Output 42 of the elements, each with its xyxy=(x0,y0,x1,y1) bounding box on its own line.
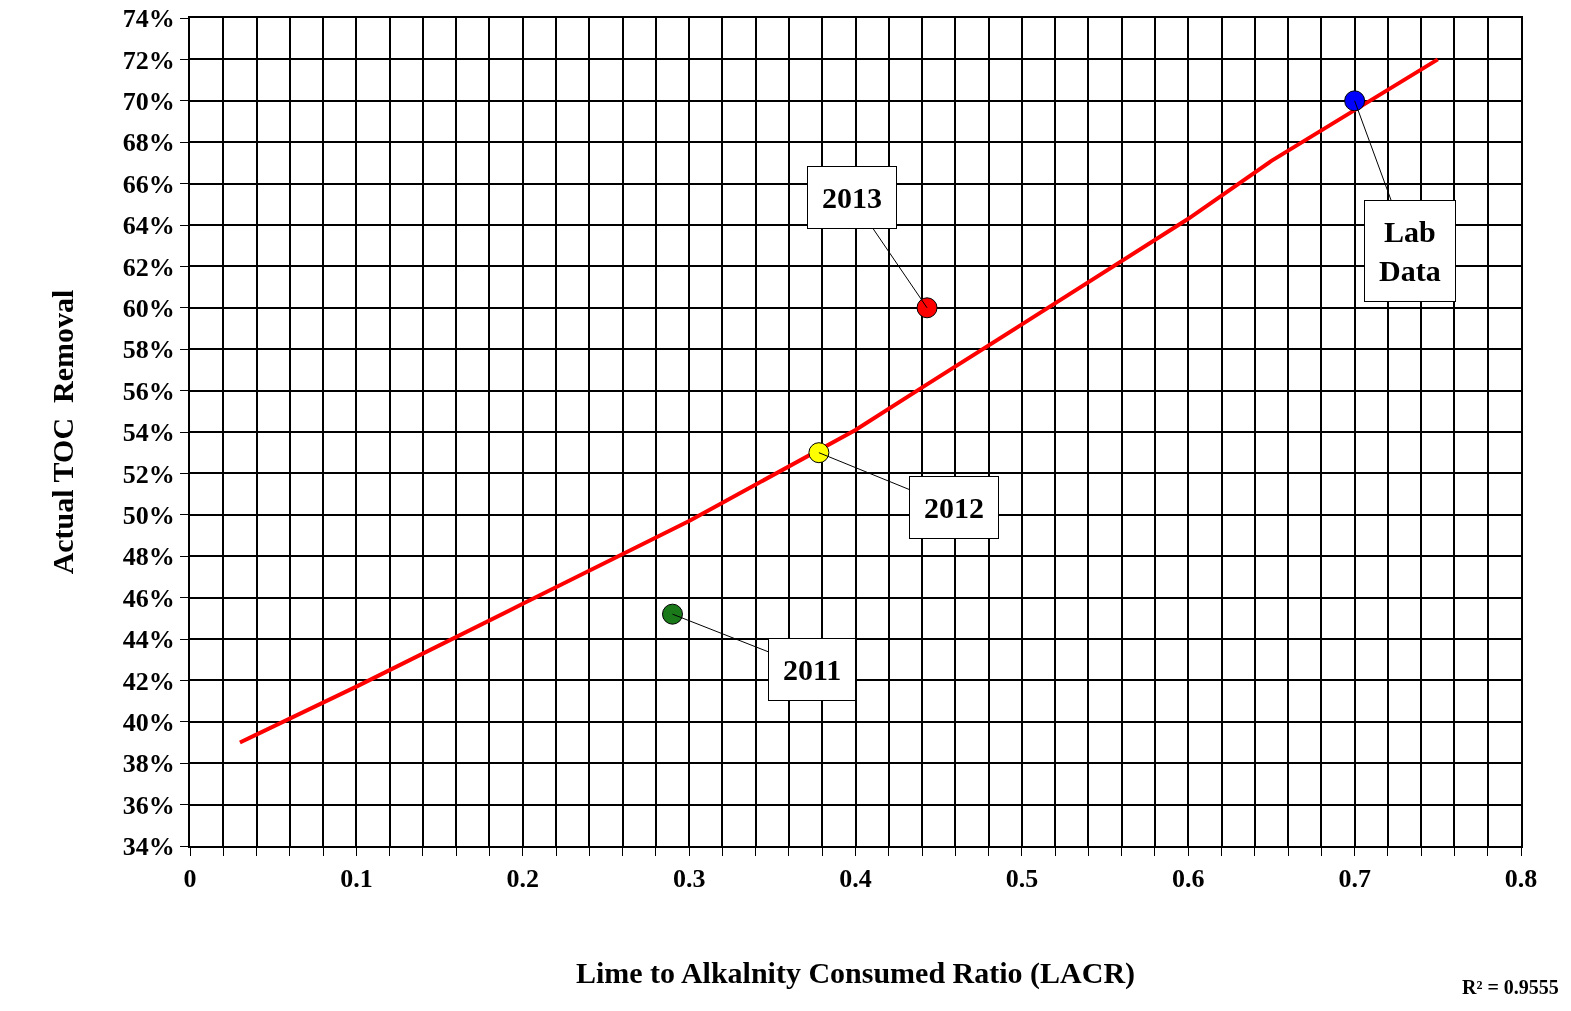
y-tick-label: 70% xyxy=(122,86,175,116)
point xyxy=(662,603,683,625)
x-tick-label: 0.5 xyxy=(1005,864,1039,894)
y-tick-label: 54% xyxy=(122,418,175,448)
y-tick-label: 50% xyxy=(122,500,175,530)
y-tick-label: 38% xyxy=(122,749,175,779)
x-tick-label: 0.8 xyxy=(1504,864,1538,894)
point xyxy=(1344,90,1366,112)
y-tick-label: 64% xyxy=(122,211,175,241)
y-tick-label: 56% xyxy=(122,376,175,406)
y-tick-label: 52% xyxy=(122,459,175,489)
y-tick-label: 58% xyxy=(122,335,175,365)
y-axis-title: Actual TOC Removal xyxy=(46,289,80,575)
y-tick-label: 40% xyxy=(122,707,175,737)
y-tick-label: 62% xyxy=(122,252,175,282)
y-tick-label: 44% xyxy=(122,625,175,655)
point xyxy=(916,297,938,319)
point xyxy=(808,442,830,464)
y-tick-label: 66% xyxy=(122,169,175,199)
annotation: 2012 xyxy=(924,491,984,524)
y-tick-label: 46% xyxy=(122,583,175,613)
annotation: 2011 xyxy=(783,653,842,686)
x-tick-label: 0.1 xyxy=(340,864,373,894)
text: R² = 0.9555 xyxy=(1462,976,1559,998)
y-tick-label: 34% xyxy=(122,832,175,862)
annotation: 2013 xyxy=(822,181,882,214)
y-tick-label: 36% xyxy=(122,790,175,820)
x-tick-label: 0.4 xyxy=(839,864,872,894)
x-tick-label: 0.3 xyxy=(672,864,706,894)
x-tick-label: 0.2 xyxy=(506,864,539,894)
y-tick-label: 68% xyxy=(122,128,175,158)
x-tick-label: 0 xyxy=(183,864,197,894)
y-tick-label: 42% xyxy=(122,666,175,696)
y-tick-label: 74% xyxy=(122,4,175,34)
y-tick-label: 72% xyxy=(122,45,175,75)
annotation: Lab Data xyxy=(1379,215,1441,287)
y-tick-label: 60% xyxy=(122,293,175,323)
x-tick-label: 0.7 xyxy=(1338,864,1371,894)
y-tick-label: 48% xyxy=(122,542,175,572)
x-tick-label: 0.6 xyxy=(1172,864,1205,894)
x-axis-title: Lime to Alkalnity Consumed Ratio (LACR) xyxy=(575,956,1136,991)
line-series xyxy=(237,57,1440,745)
